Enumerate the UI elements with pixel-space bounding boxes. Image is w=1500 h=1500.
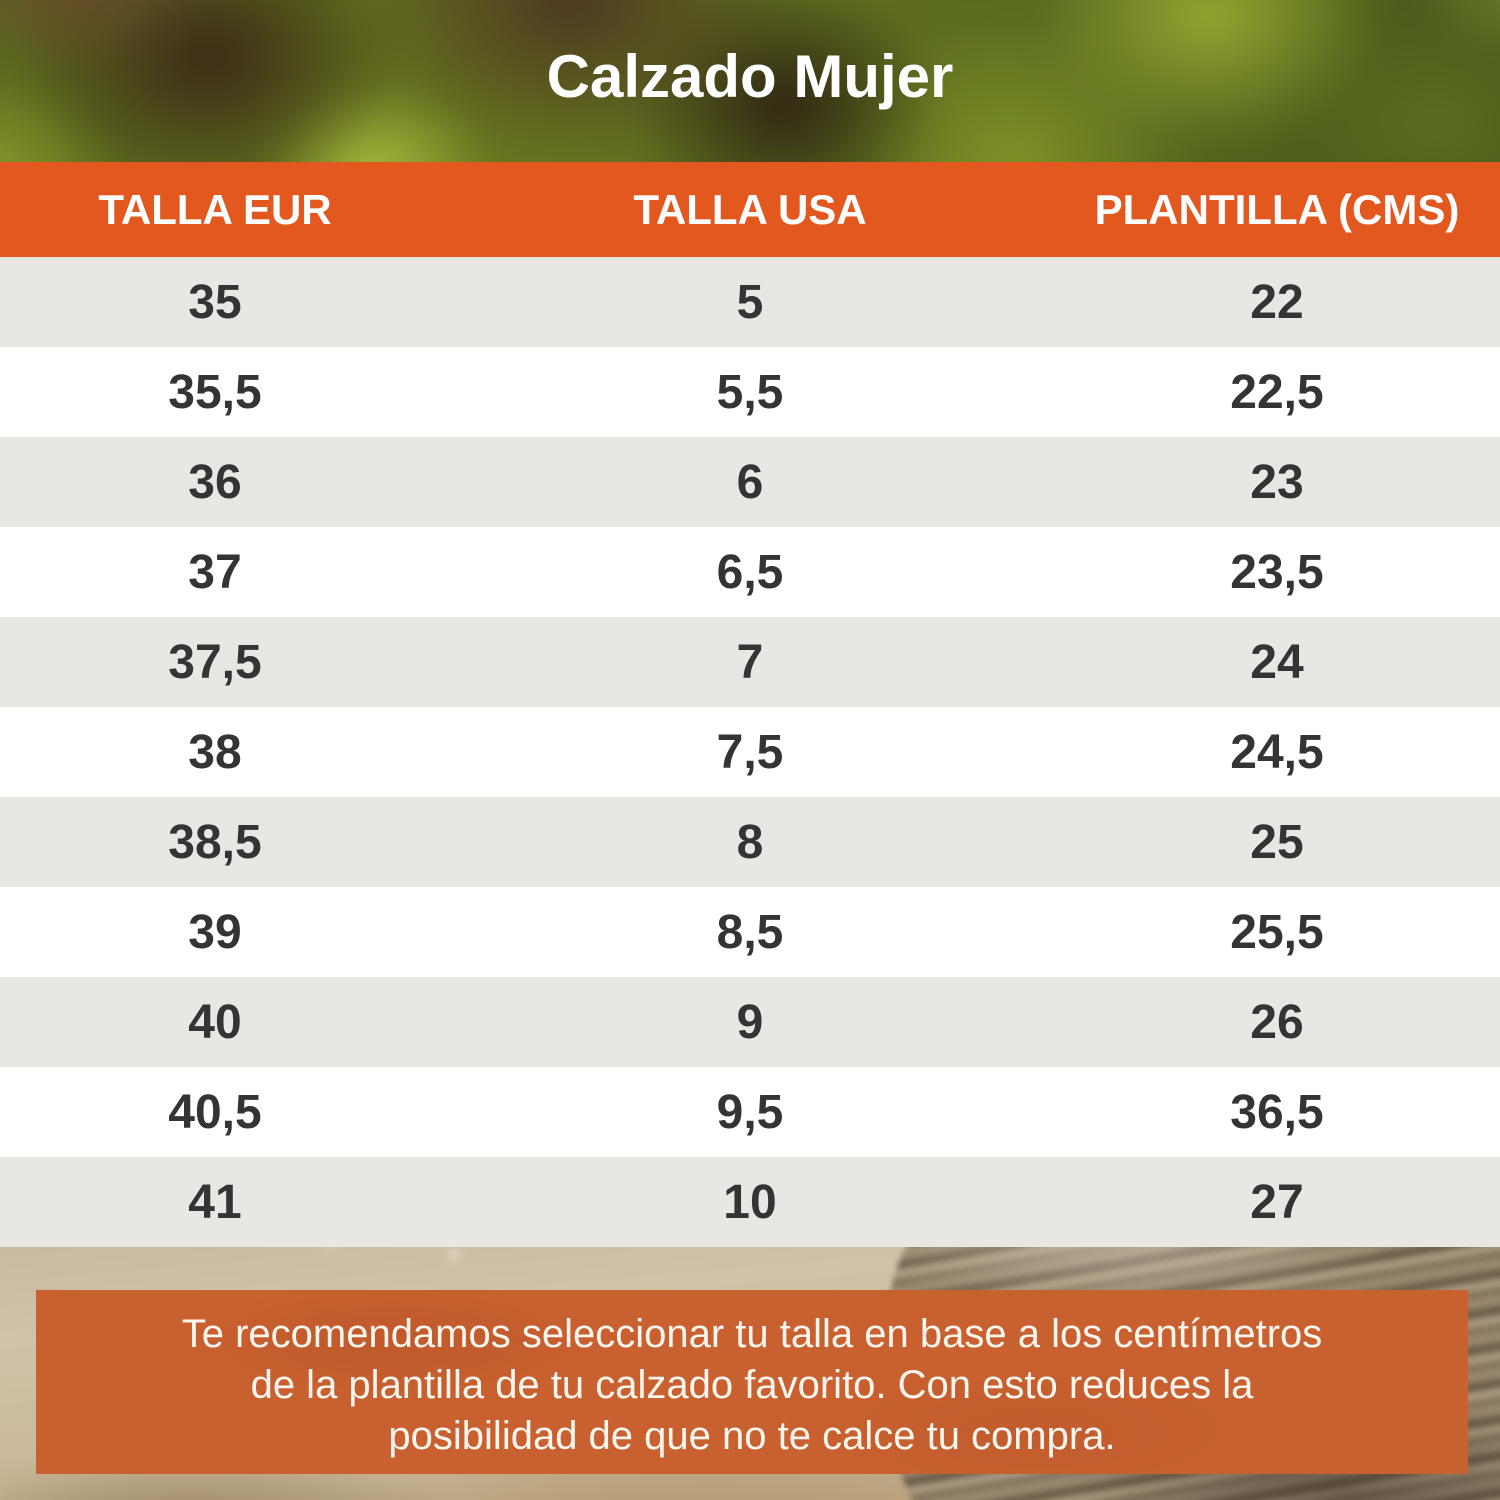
cell-talla-usa: 6 [736, 455, 764, 509]
column-header-talla-usa: TALLA USA [633, 185, 867, 233]
cell-plantilla-cms: 23,5 [1230, 545, 1324, 599]
table-body: 35 5 22 35,5 5,5 22,5 36 6 23 37 6,5 23,… [0, 257, 1500, 1247]
size-table: TALLA EUR TALLA USA PLANTILLA (CMS) 35 5… [0, 162, 1500, 1247]
table-row: 37 6,5 23,5 [0, 527, 1500, 617]
table-row: 40 9 26 [0, 977, 1500, 1067]
banner-line: de la plantilla de tu calzado favorito. … [250, 1363, 1254, 1407]
recommendation-banner: Te recomendamos seleccionar tu talla en … [36, 1290, 1468, 1474]
cell-talla-eur: 40,5 [168, 1085, 262, 1139]
cell-talla-eur: 37,5 [168, 635, 262, 689]
cell-talla-eur: 40 [188, 995, 242, 1049]
cell-talla-usa: 7,5 [716, 725, 784, 779]
cell-plantilla-cms: 36,5 [1230, 1085, 1324, 1139]
cell-plantilla-cms: 24 [1250, 635, 1304, 689]
column-header-talla-eur: TALLA EUR [98, 185, 332, 233]
table-row: 40,5 9,5 36,5 [0, 1067, 1500, 1157]
table-row: 39 8,5 25,5 [0, 887, 1500, 977]
cell-talla-eur: 36 [188, 455, 242, 509]
cell-talla-usa: 5 [736, 275, 764, 329]
foliage-blur-layer [0, 0, 1500, 162]
cell-plantilla-cms: 22 [1250, 275, 1304, 329]
table-row: 37,5 7 24 [0, 617, 1500, 707]
page-title: Calzado Mujer [546, 43, 954, 110]
cell-talla-eur: 38,5 [168, 815, 262, 869]
cell-plantilla-cms: 26 [1250, 995, 1304, 1049]
cell-talla-usa: 6,5 [716, 545, 784, 599]
banner-line: Te recomendamos seleccionar tu talla en … [181, 1312, 1323, 1356]
table-row: 38,5 8 25 [0, 797, 1500, 887]
cell-plantilla-cms: 22,5 [1230, 365, 1324, 419]
cell-talla-eur: 37 [188, 545, 242, 599]
table-header-row: TALLA EUR TALLA USA PLANTILLA (CMS) [0, 162, 1500, 257]
banner-line: posibilidad de que no te calce tu compra… [388, 1414, 1116, 1458]
cell-talla-eur: 39 [188, 905, 242, 959]
cell-talla-usa: 8 [736, 815, 764, 869]
cell-talla-usa: 8,5 [716, 905, 784, 959]
cell-plantilla-cms: 27 [1250, 1175, 1304, 1229]
table-row: 38 7,5 24,5 [0, 707, 1500, 797]
background-photo-foliage [0, 0, 1500, 162]
cell-talla-usa: 7 [736, 635, 764, 689]
table-row: 36 6 23 [0, 437, 1500, 527]
cell-plantilla-cms: 25 [1250, 815, 1304, 869]
column-header-plantilla-cms: PLANTILLA (CMS) [1094, 185, 1460, 233]
cell-talla-eur: 35 [188, 275, 242, 329]
cell-plantilla-cms: 25,5 [1230, 905, 1324, 959]
table-row: 41 10 27 [0, 1157, 1500, 1247]
cell-plantilla-cms: 24,5 [1230, 725, 1324, 779]
table-row: 35 5 22 [0, 257, 1500, 347]
cell-talla-eur: 35,5 [168, 365, 262, 419]
table-row: 35,5 5,5 22,5 [0, 347, 1500, 437]
cell-talla-eur: 38 [188, 725, 242, 779]
cell-talla-usa: 9,5 [716, 1085, 784, 1139]
cell-talla-usa: 10 [723, 1175, 777, 1229]
cell-plantilla-cms: 23 [1250, 455, 1304, 509]
cell-talla-eur: 41 [188, 1175, 242, 1229]
cell-talla-usa: 5,5 [716, 365, 784, 419]
cell-talla-usa: 9 [736, 995, 764, 1049]
